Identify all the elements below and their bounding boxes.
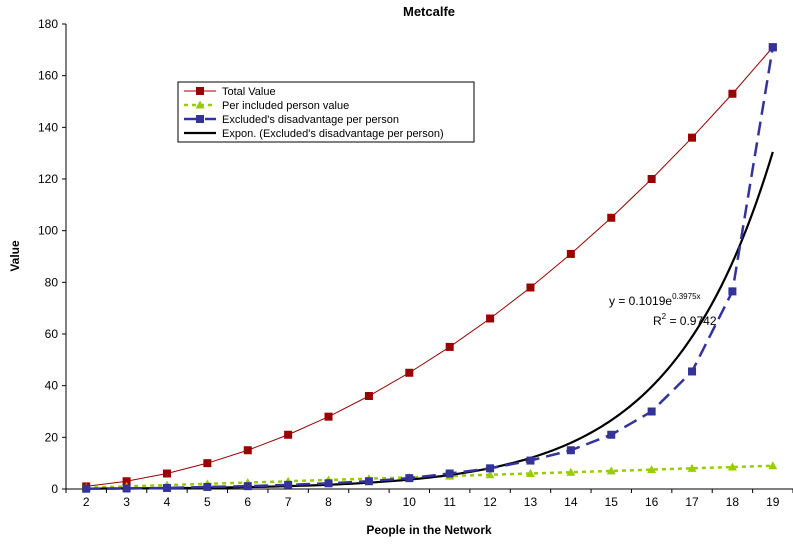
- x-tick-label: 3: [123, 495, 130, 509]
- legend-entry: Excluded's disadvantage per person: [184, 114, 399, 126]
- data-point: [203, 482, 212, 491]
- data-point: [728, 89, 737, 98]
- legend-label: Expon. (Excluded's disadvantage per pers…: [222, 128, 444, 140]
- legend-box: [177, 81, 475, 143]
- x-tick-label: 7: [285, 495, 292, 509]
- data-point: [122, 484, 131, 493]
- legend-swatch-marker: [196, 87, 204, 95]
- y-tick-label: 0: [51, 482, 58, 496]
- data-point: [566, 446, 575, 455]
- series-line: [86, 464, 773, 489]
- data-point: [364, 392, 373, 400]
- chart-title: Metcalfe: [403, 4, 455, 19]
- legend: Total Value Per included person value Excl…: [177, 81, 475, 143]
- y-tick-label: 160: [38, 69, 58, 83]
- data-point: [405, 474, 414, 483]
- trendline-equation: y = 0.1019e0.3975x R2 = 0.9742: [609, 292, 717, 328]
- data-point: [526, 456, 535, 465]
- x-tick-label: 14: [564, 495, 578, 509]
- x-tick-label: 4: [164, 495, 171, 509]
- data-point: [364, 477, 373, 486]
- data-point: [284, 480, 293, 489]
- x-tick-label: 17: [685, 495, 699, 509]
- data-point: [566, 467, 576, 476]
- data-point: [607, 430, 616, 439]
- data-point: [727, 462, 737, 471]
- x-tick-label: 11: [443, 495, 456, 509]
- series-line: [86, 46, 774, 487]
- data-point: [162, 469, 171, 478]
- y-tick-label: 80: [45, 275, 59, 289]
- data-point: [687, 463, 697, 472]
- plot-area: [81, 43, 778, 493]
- series-line: [86, 47, 775, 490]
- data-point: [324, 412, 333, 421]
- x-tick-label: 15: [605, 495, 619, 509]
- series-excluded-disadvantage: [82, 43, 777, 493]
- data-point: [405, 368, 414, 377]
- x-tick-label: 16: [645, 495, 659, 509]
- data-point: [768, 43, 777, 52]
- legend-label: Per included person value: [222, 100, 349, 112]
- data-point: [566, 249, 575, 258]
- x-tick-label: 8: [325, 495, 332, 509]
- series-total-value: [82, 43, 777, 491]
- data-point: [324, 479, 333, 488]
- data-point: [688, 133, 697, 142]
- data-point: [647, 407, 656, 416]
- y-tick-label: 120: [38, 172, 58, 186]
- data-point: [728, 287, 737, 296]
- data-point: [688, 367, 697, 376]
- data-point: [445, 469, 454, 478]
- data-point: [485, 470, 495, 479]
- y-tick-label: 20: [45, 430, 59, 444]
- y-tick-label: 40: [45, 379, 59, 393]
- data-point: [606, 466, 616, 475]
- equation-text: y = 0.1019e0.3975x: [609, 292, 701, 308]
- y-tick-label: 60: [45, 327, 59, 341]
- data-point: [525, 469, 535, 477]
- x-tick-label: 5: [204, 495, 211, 509]
- data-point: [445, 342, 454, 351]
- legend-swatch-marker: [195, 100, 205, 109]
- data-point: [284, 430, 293, 439]
- axes: 0 20 40 60 80 100 120 140 160 180 2 3 4 5 6 7 8 9 10 11 12 13…: [38, 17, 793, 509]
- x-tick-label: 19: [766, 495, 780, 509]
- x-tick-label: 6: [244, 495, 251, 509]
- data-point: [526, 283, 535, 292]
- x-tick-label: 12: [483, 495, 497, 509]
- data-point: [203, 459, 212, 468]
- data-point: [607, 213, 616, 222]
- data-point: [647, 175, 656, 183]
- legend-label: Total Value: [222, 86, 276, 98]
- legend-entry: Per included person value: [184, 100, 349, 112]
- legend-entry: Total Value: [184, 86, 276, 98]
- y-tick-label: 140: [38, 120, 58, 134]
- y-tick-label: 180: [38, 17, 58, 31]
- data-point: [243, 446, 252, 455]
- x-tick-label: 10: [403, 495, 417, 509]
- x-tick-label: 2: [83, 495, 90, 509]
- data-point: [647, 465, 657, 474]
- legend-swatch-marker: [196, 115, 204, 123]
- y-axis-label: Value: [8, 240, 22, 272]
- data-point: [82, 484, 91, 493]
- x-tick-label: 18: [726, 495, 740, 509]
- data-point: [243, 482, 252, 491]
- data-point: [162, 483, 171, 492]
- data-point: [486, 464, 495, 473]
- legend-label: Excluded's disadvantage per person: [222, 114, 399, 126]
- data-point: [486, 314, 495, 323]
- x-axis-label: People in the Network: [366, 523, 492, 537]
- y-tick-label: 100: [38, 224, 58, 238]
- legend-entry: Expon. (Excluded's disadvantage per pers…: [184, 128, 444, 140]
- x-tick-label: 9: [366, 495, 373, 509]
- data-point: [768, 461, 778, 470]
- r-squared-text: R2 = 0.9742: [653, 312, 717, 328]
- x-tick-label: 13: [524, 495, 538, 509]
